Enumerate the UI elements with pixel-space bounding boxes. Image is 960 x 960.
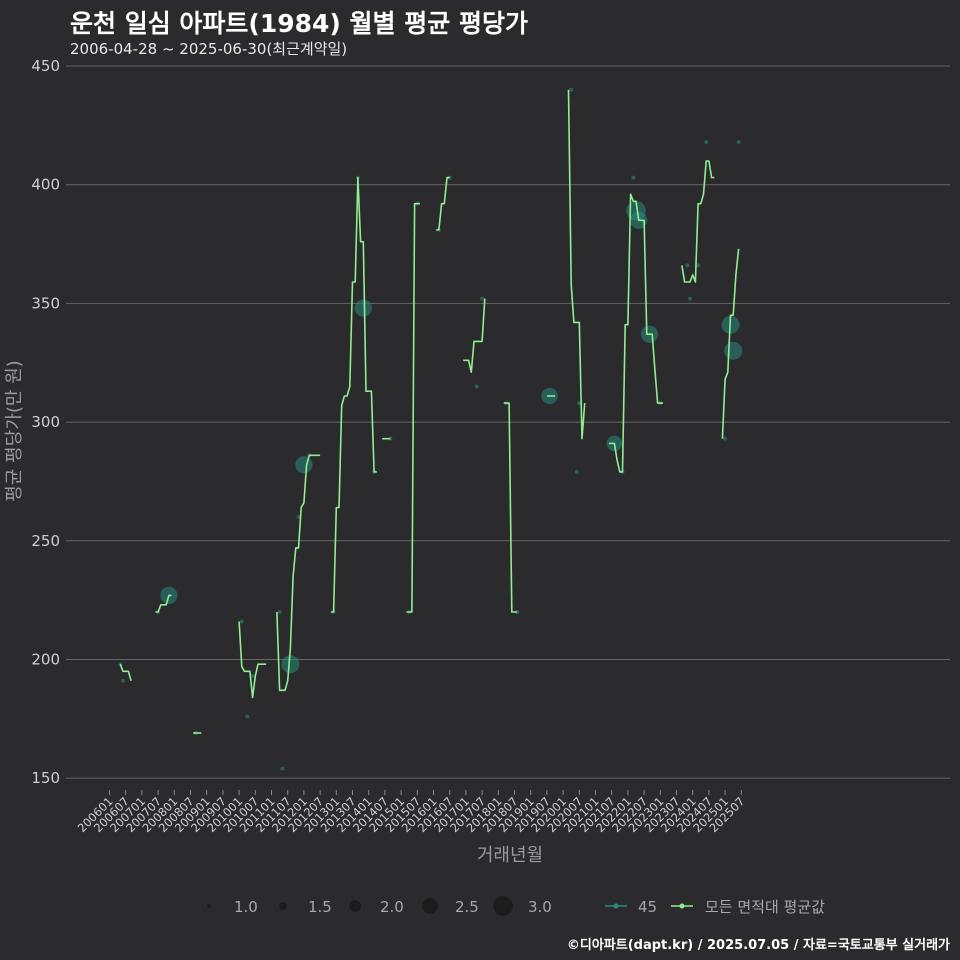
source-credit: ©디아파트(dapt.kr) / 2025.07.05 / 자료=국토교통부 실… — [566, 938, 950, 953]
series-line-segment — [155, 594, 172, 613]
data-point — [574, 469, 579, 474]
size-legend-label: 1.5 — [308, 898, 332, 916]
y-tick-label: 300 — [31, 413, 60, 431]
legend-average-dot — [679, 903, 685, 909]
average-price-series — [119, 89, 740, 734]
data-point — [688, 296, 692, 301]
data-point — [295, 456, 313, 474]
y-tick-label: 150 — [31, 769, 60, 787]
data-point — [296, 515, 301, 520]
series-line-segment — [503, 402, 518, 613]
size-legend-dot — [422, 898, 438, 914]
y-axis-title: 평균 평당가(만 원) — [4, 360, 25, 501]
data-point — [724, 341, 743, 360]
y-tick-label: 450 — [31, 57, 60, 75]
series-line-segment — [119, 663, 132, 682]
size-legend-dot — [493, 896, 513, 916]
data-point — [121, 678, 125, 683]
series-line-segment — [238, 621, 267, 699]
y-tick-label: 400 — [31, 176, 60, 194]
legend: 1.0 1.5 2.0 2.5 3.0 45 모든 면적대 평균값 — [207, 896, 825, 916]
legend-average-label: 모든 면적대 평균값 — [705, 898, 825, 916]
y-axis-ticks: 150 200 250 300 350 400 450 — [31, 57, 60, 787]
chart-subtitle: 2006-04-28 ~ 2025-06-30(최근계약일) — [70, 40, 348, 58]
data-point — [245, 714, 250, 719]
legend-45-label: 45 — [638, 898, 657, 916]
size-legend-label: 2.0 — [380, 898, 404, 916]
data-point — [354, 299, 372, 317]
data-point — [723, 436, 728, 441]
y-tick-label: 250 — [31, 532, 60, 550]
chart-title: 운천 일심 아파트(1984) 월별 평균 평당가 — [70, 9, 528, 38]
data-point — [250, 674, 255, 679]
series-line-segment — [463, 298, 486, 374]
data-point — [704, 139, 709, 144]
data-point — [480, 296, 485, 301]
series-line-segment — [436, 176, 450, 231]
size-legend-label: 1.0 — [234, 898, 258, 916]
data-point — [631, 175, 636, 180]
data-point — [685, 263, 690, 268]
y-tick-label: 200 — [31, 650, 60, 668]
size-legend-label: 2.5 — [455, 898, 479, 916]
y-tick-label: 350 — [31, 294, 60, 312]
gridlines — [66, 65, 950, 779]
series-line-segment — [330, 176, 377, 613]
data-point — [277, 609, 282, 614]
series-line-segment — [721, 248, 740, 439]
x-axis-ticks: 2006012006072007012007072008012008072009… — [75, 790, 747, 835]
legend-45-dot — [613, 903, 619, 909]
series-line-segment — [406, 202, 420, 613]
series-line-segment — [567, 89, 586, 440]
series-line-segment — [609, 193, 663, 473]
data-point — [281, 655, 300, 674]
size-legend-dot — [207, 904, 211, 908]
area-size-points — [118, 87, 743, 771]
size-legend-label: 3.0 — [528, 898, 552, 916]
size-legend-dot — [279, 902, 287, 910]
data-point — [696, 263, 701, 268]
data-point — [577, 401, 582, 406]
data-point — [280, 766, 285, 771]
size-legend-dot — [349, 900, 361, 912]
x-axis-title: 거래년월 — [477, 845, 543, 866]
series-line-segment — [276, 454, 321, 692]
data-point — [569, 87, 574, 92]
data-point — [474, 384, 479, 389]
data-point — [239, 619, 244, 624]
data-point — [736, 139, 741, 144]
series-line-segment — [681, 160, 715, 283]
